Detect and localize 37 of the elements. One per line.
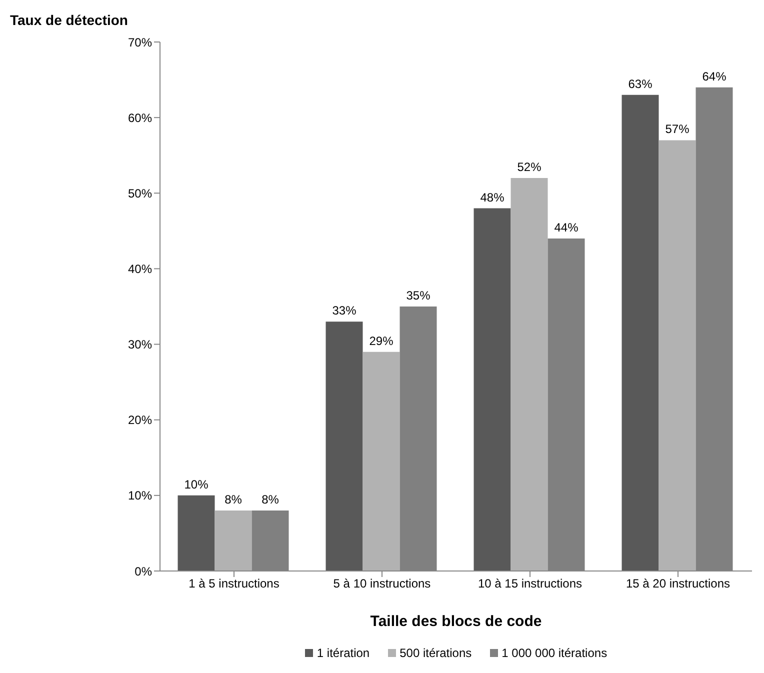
bar: [658, 140, 696, 571]
data-label: 64%: [702, 69, 727, 84]
x-tick-label: 15 à 20 instructions: [626, 576, 730, 591]
x-tick-label: 1 à 5 instructions: [188, 576, 280, 591]
data-label: 8%: [224, 492, 242, 507]
x-axis-title: Taille des blocs de code: [369, 613, 543, 630]
y-tick-label: 70%: [128, 35, 152, 50]
bar: [362, 352, 400, 571]
data-label: 33%: [332, 304, 357, 318]
bar: [178, 495, 215, 571]
y-tick-label: 60%: [128, 110, 152, 125]
data-label: 29%: [369, 334, 394, 348]
y-tick-label: 0%: [134, 564, 152, 578]
data-label: 52%: [517, 160, 542, 174]
data-label: 35%: [406, 288, 431, 302]
legend-label: 1 itération: [316, 646, 370, 660]
bar: [474, 208, 511, 571]
bar: [622, 94, 659, 571]
data-label: 8%: [262, 492, 280, 507]
x-tick-label: 10 à 15 instructions: [478, 576, 582, 591]
y-tick-label: 30%: [128, 338, 152, 352]
y-tick-label: 10%: [128, 488, 152, 503]
data-label: 48%: [480, 190, 505, 204]
y-axis-title: Taux de détection: [10, 12, 128, 28]
data-label: 63%: [628, 76, 653, 91]
y-tick-label: 40%: [128, 262, 152, 276]
data-label: 44%: [554, 220, 579, 234]
x-tick-label: 5 à 10 instructions: [333, 576, 431, 591]
y-tick-label: 50%: [128, 186, 152, 200]
y-tick-label: 20%: [128, 413, 152, 428]
legend-label: 1 000 000 itérations: [502, 646, 608, 660]
bar: [214, 510, 252, 571]
data-label: 10%: [184, 477, 209, 492]
bar: [510, 178, 548, 571]
legend-label: 500 itérations: [400, 646, 472, 660]
bar: [326, 322, 363, 571]
data-label: 57%: [665, 122, 690, 136]
